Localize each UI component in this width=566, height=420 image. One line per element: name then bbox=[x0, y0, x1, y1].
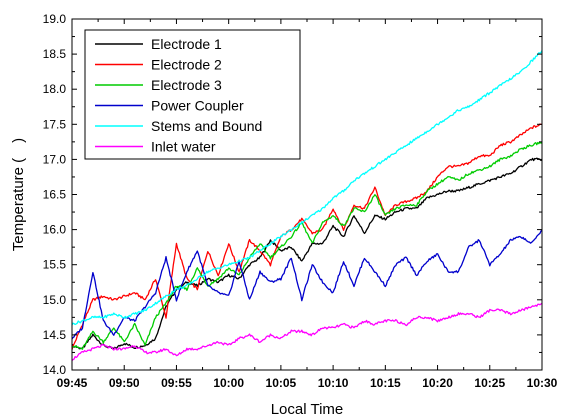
legend-box bbox=[84, 29, 301, 160]
y-tick-label: 17.0 bbox=[43, 152, 67, 166]
x-tick-label: 10:30 bbox=[527, 376, 558, 390]
x-tick-label: 09:55 bbox=[161, 376, 192, 390]
x-tick-label: 10:00 bbox=[213, 376, 244, 390]
y-axis-title: Temperature ( ) bbox=[10, 138, 27, 251]
legend: Electrode 1 Electrode 2 Electrode 3 Power C… bbox=[84, 29, 301, 160]
y-tick-label: 15.5 bbox=[43, 258, 67, 272]
y-tick-label: 19.0 bbox=[43, 12, 67, 26]
y-tick-label: 17.5 bbox=[43, 117, 67, 131]
y-tick-label: 16.5 bbox=[43, 188, 67, 202]
y-tick-label: 16.0 bbox=[43, 223, 67, 237]
x-tick-label: 09:50 bbox=[109, 376, 140, 390]
legend-label: Electrode 3 bbox=[151, 77, 222, 93]
axis-layer: 14.0 14.5 15.0 15.5 16.0 16.5 17.0 17.5 18.0 18.5… bbox=[43, 12, 558, 390]
x-tick-label: 10:05 bbox=[266, 376, 297, 390]
y-tick-label: 18.5 bbox=[43, 47, 67, 61]
y-tick-label: 15.0 bbox=[43, 293, 67, 307]
x-axis-title: Local Time bbox=[271, 401, 344, 418]
x-tick-label: 10:25 bbox=[474, 376, 505, 390]
legend-label: Power Coupler bbox=[151, 98, 244, 114]
x-tick-label: 10:15 bbox=[370, 376, 401, 390]
y-tick-label: 14.0 bbox=[43, 363, 67, 377]
legend-label: Stems and Bound bbox=[151, 118, 262, 134]
x-tick-label: 10:10 bbox=[318, 376, 349, 390]
legend-label: Inlet water bbox=[151, 139, 216, 155]
legend-label: Electrode 1 bbox=[151, 36, 222, 52]
x-tick-label: 10:20 bbox=[422, 376, 453, 390]
series-line-4 bbox=[72, 229, 542, 340]
series-line-3 bbox=[72, 141, 542, 350]
y-tick-label: 14.5 bbox=[43, 328, 67, 342]
series-line-5 bbox=[72, 50, 542, 326]
series-line-6 bbox=[72, 302, 542, 362]
y-tick-label: 18.0 bbox=[43, 82, 67, 96]
series-line-1 bbox=[72, 157, 542, 350]
x-tick-label: 09:45 bbox=[57, 376, 88, 390]
series-line-2 bbox=[72, 123, 542, 350]
legend-label: Electrode 2 bbox=[151, 57, 222, 73]
series-layer bbox=[72, 50, 542, 362]
